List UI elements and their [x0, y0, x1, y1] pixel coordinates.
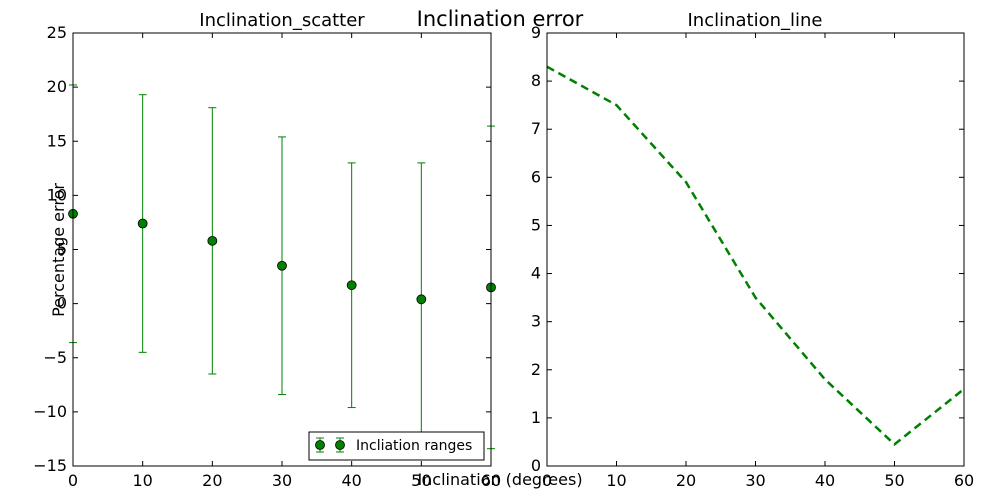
right-y-tick-label: 9: [531, 23, 541, 42]
right-chart-title: Inclination_line: [687, 10, 822, 31]
left-y-tick-label: −15: [33, 456, 67, 475]
y-axis-label: Percentage error: [49, 183, 68, 317]
legend: Incliation ranges: [308, 431, 485, 461]
legend-label: Incliation ranges: [356, 438, 472, 454]
right-y-tick-label: 3: [531, 312, 541, 331]
right-y-tick-label: 8: [531, 71, 541, 90]
right-x-tick-label: 10: [606, 471, 626, 490]
left-y-tick-label: −5: [43, 348, 67, 367]
right-plot-area: [546, 65, 965, 446]
right-y-ticks: 0 1 2 3 4 5 6 7 8 9: [531, 23, 964, 475]
right-y-tick-label: 1: [531, 408, 541, 427]
data-point: [346, 280, 357, 291]
right-x-ticks: 0 10 20 30 40 50 60: [542, 33, 974, 490]
data-point: [416, 294, 427, 305]
figure-title: Inclination error: [417, 7, 584, 31]
data-point: [207, 235, 218, 246]
left-x-tick-label: 60: [481, 471, 501, 490]
right-axes-frame: [546, 32, 965, 467]
left-x-tick-label: 30: [272, 471, 292, 490]
left-x-tick-label: 40: [341, 471, 361, 490]
left-y-tick-label: 25: [47, 23, 67, 42]
right-x-tick-label: 0: [542, 471, 552, 490]
left-y-tick-label: 10: [47, 185, 67, 204]
left-x-tick-label: 50: [411, 471, 431, 490]
x-axis-label: Inclination (degrees): [417, 470, 582, 489]
right-x-tick-label: 60: [954, 471, 974, 490]
left-chart-title: Inclination_scatter: [199, 10, 365, 31]
right-y-tick-label: 7: [531, 119, 541, 138]
right-x-tick-label: 20: [676, 471, 696, 490]
data-point: [137, 218, 148, 229]
left-y-tick-label: 5: [57, 240, 67, 259]
right-x-tick-label: 50: [884, 471, 904, 490]
left-chart: Inclination_scatter 0 10 20 30 40 50 60 −15−10…: [33, 10, 501, 490]
left-x-tick-label: 0: [68, 471, 78, 490]
left-y-tick-label: 15: [47, 131, 67, 150]
right-y-tick-label: 5: [531, 215, 541, 234]
right-x-tick-label: 40: [815, 471, 835, 490]
legend-marker: [315, 437, 345, 453]
left-y-ticks: −15 −10 −5 0 5 10 15 20 25: [33, 23, 491, 475]
left-x-ticks: 0 10 20 30 40 50 60: [68, 33, 501, 490]
left-x-tick-label: 10: [132, 471, 152, 490]
left-y-tick-label: 20: [47, 77, 67, 96]
left-y-tick-label: −10: [33, 402, 67, 421]
right-y-tick-label: 2: [531, 360, 541, 379]
left-y-tick-label: 0: [57, 294, 67, 313]
right-y-tick-label: 6: [531, 167, 541, 186]
right-chart: Inclination_line 0 10 20 30 40 50 60 0 1 2 3 4 5 6 7 8…: [531, 10, 974, 490]
series-line: [546, 65, 965, 446]
right-x-tick-label: 30: [745, 471, 765, 490]
left-plot-area: [68, 84, 496, 450]
left-x-tick-label: 20: [202, 471, 222, 490]
right-y-tick-label: 0: [531, 456, 541, 475]
data-point: [277, 260, 287, 271]
right-y-tick-label: 4: [531, 264, 541, 283]
